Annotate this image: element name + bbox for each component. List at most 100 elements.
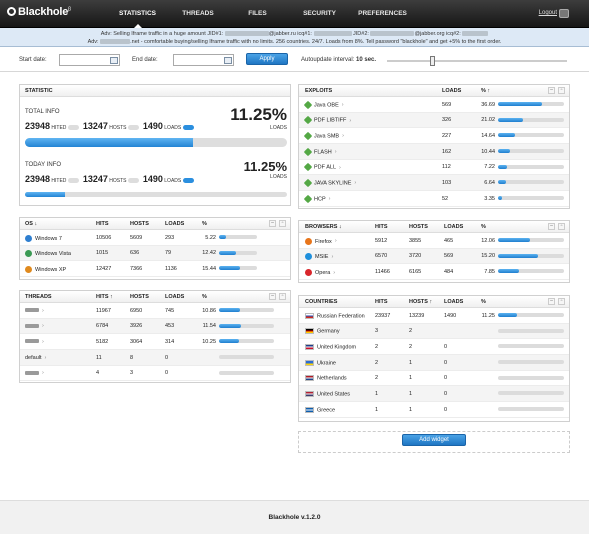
- percent-bar: [219, 355, 274, 360]
- country-row[interactable]: Greece 1 1 0: [299, 402, 569, 418]
- percent-bar: [498, 117, 564, 122]
- thread-row[interactable]: › 5182 3064 314 10.25: [20, 334, 290, 351]
- panel-header: COUNTRIES HITS HOSTS ↑ LOADS % – ▫: [299, 296, 569, 308]
- os-row[interactable]: Windows Vista 1015 636 79 12.42: [20, 245, 290, 262]
- country-row[interactable]: Ukraine 2 1 0: [299, 355, 569, 371]
- exploit-name[interactable]: HCP ›: [303, 194, 330, 203]
- close-icon[interactable]: ▫: [279, 293, 286, 300]
- autoupdate-slider[interactable]: [387, 56, 567, 66]
- close-icon[interactable]: ▫: [558, 223, 565, 230]
- country-name[interactable]: Netherlands: [305, 375, 347, 382]
- panel-header: THREADS HITS ↑ HOSTS LOADS % – ▫: [20, 291, 290, 303]
- country-row[interactable]: Germany 3 2: [299, 323, 569, 340]
- os-row[interactable]: Windows XP 12427 7366 1136 15.44: [20, 261, 290, 278]
- exploit-name[interactable]: JAVA SKYLINE ›: [303, 178, 356, 188]
- os-name[interactable]: Windows Vista: [25, 250, 71, 258]
- thread-name[interactable]: ›: [25, 323, 44, 329]
- country-row[interactable]: United Kingdom 2 2 0: [299, 339, 569, 356]
- start-date-input[interactable]: [59, 54, 120, 66]
- exploit-name[interactable]: PDF ALL ›: [303, 163, 341, 172]
- thread-name[interactable]: ›: [25, 370, 44, 376]
- browser-name[interactable]: MSIE ›: [305, 253, 333, 261]
- nav-statistics[interactable]: STATISTICS: [110, 0, 165, 28]
- redacted-text: [313, 31, 352, 37]
- thread-hits: 11: [96, 354, 102, 361]
- slider-knob[interactable]: [430, 56, 435, 66]
- country-name[interactable]: United Kingdom: [305, 343, 356, 350]
- exploit-row[interactable]: Java SMB › 227 14.64: [299, 128, 569, 145]
- exploit-percent: 14.64: [481, 132, 495, 139]
- country-row[interactable]: Netherlands 2 1 0: [299, 371, 569, 387]
- exploit-name[interactable]: Java OBE ›: [303, 100, 344, 109]
- browser-row[interactable]: Opera › 11466 6165 484 7.85: [299, 264, 569, 281]
- exploit-row[interactable]: PDF LIBTIFF › 326 21.02: [299, 112, 569, 129]
- minimize-icon[interactable]: –: [548, 87, 555, 94]
- browser-hosts: 3720: [409, 253, 422, 260]
- os-header[interactable]: OS ↓: [25, 221, 38, 227]
- toggle-switch-icon[interactable]: [559, 9, 569, 18]
- app-logo[interactable]: Blackholeβ: [7, 6, 71, 18]
- flag-gb-icon: [305, 343, 314, 350]
- thread-row[interactable]: › 4 3 0: [20, 366, 290, 382]
- redacted-text: [224, 31, 269, 37]
- close-icon[interactable]: ▫: [279, 220, 286, 227]
- exploit-name[interactable]: Java SMB ›: [303, 131, 344, 141]
- nav-security[interactable]: SECURITY: [303, 10, 336, 17]
- thread-name[interactable]: default ›: [25, 354, 47, 361]
- exploit-percent: 7.22: [484, 164, 495, 171]
- exploit-row[interactable]: JAVA SKYLINE › 103 6.64: [299, 175, 569, 192]
- minimize-icon[interactable]: –: [548, 298, 555, 305]
- exploit-row[interactable]: FLASH › 162 10.44: [299, 144, 569, 160]
- logout-link[interactable]: Logout: [538, 10, 557, 16]
- country-hits: 1: [375, 406, 379, 413]
- country-name[interactable]: Germany: [305, 328, 340, 335]
- country-name[interactable]: Greece: [305, 406, 335, 413]
- browser-row[interactable]: Firefox › 5912 3855 465 12.06: [299, 233, 569, 249]
- threads-panel: THREADS HITS ↑ HOSTS LOADS % – ▫ › 11967 6…: [19, 290, 291, 383]
- exploit-row[interactable]: Java OBE › 569 36.69: [299, 97, 569, 113]
- browser-row[interactable]: MSIE › 6570 3720 569 15.20: [299, 248, 569, 265]
- exploit-loads: 227: [442, 132, 452, 139]
- thread-row[interactable]: default › 11 8 0: [20, 350, 290, 366]
- country-row[interactable]: Russian Federation 23937 13239 1490 11.25: [299, 308, 569, 324]
- chevron-right-icon: ›: [42, 370, 44, 377]
- browser-name[interactable]: Firefox ›: [305, 237, 337, 245]
- country-hosts: 2: [409, 343, 413, 350]
- exploit-row[interactable]: HCP › 52 3.35: [299, 191, 569, 207]
- minimize-icon[interactable]: –: [269, 293, 276, 300]
- country-row[interactable]: United States 1 1 0: [299, 386, 569, 403]
- add-widget-area: [298, 431, 570, 453]
- country-name[interactable]: United States: [305, 390, 350, 397]
- apply-button[interactable]: Apply: [246, 53, 288, 65]
- exploit-name[interactable]: PDF LIBTIFF ›: [303, 115, 352, 125]
- os-row[interactable]: Windows 7 10506 5609 293 5.22: [20, 230, 290, 246]
- minimize-icon[interactable]: –: [548, 223, 555, 230]
- minimize-icon[interactable]: –: [269, 220, 276, 227]
- os-name[interactable]: Windows 7: [25, 234, 62, 242]
- thread-name[interactable]: ›: [25, 339, 44, 345]
- nav-files[interactable]: FILES: [248, 10, 267, 17]
- thread-row[interactable]: › 6784 3926 453 11.54: [20, 318, 290, 335]
- calendar-icon[interactable]: [110, 57, 118, 64]
- thread-row[interactable]: › 11967 6950 745 10.86: [20, 303, 290, 319]
- browser-name[interactable]: Opera ›: [305, 268, 335, 276]
- country-name[interactable]: Russian Federation: [305, 312, 365, 319]
- nav-preferences[interactable]: PREFERENCES: [358, 10, 407, 17]
- end-date-input[interactable]: [173, 54, 234, 66]
- thread-loads: 453: [165, 323, 175, 330]
- close-icon[interactable]: ▫: [558, 298, 565, 305]
- chevron-right-icon: ›: [349, 117, 352, 124]
- country-name[interactable]: Ukraine: [305, 359, 336, 366]
- os-name[interactable]: Windows XP: [25, 265, 66, 273]
- percent-bar: [498, 375, 564, 380]
- exploit-row[interactable]: PDF ALL › 112 7.22: [299, 160, 569, 176]
- thread-name[interactable]: ›: [25, 308, 44, 314]
- nav-threads[interactable]: THREADS: [182, 10, 214, 17]
- exploit-gem-icon: [303, 147, 313, 156]
- exploit-gem-icon: [303, 131, 313, 141]
- calendar-icon[interactable]: [224, 57, 232, 64]
- add-widget-button[interactable]: Add widget: [402, 434, 466, 446]
- exploit-name[interactable]: FLASH ›: [303, 147, 337, 156]
- exploit-loads: 112: [442, 164, 451, 171]
- close-icon[interactable]: ▫: [558, 87, 565, 94]
